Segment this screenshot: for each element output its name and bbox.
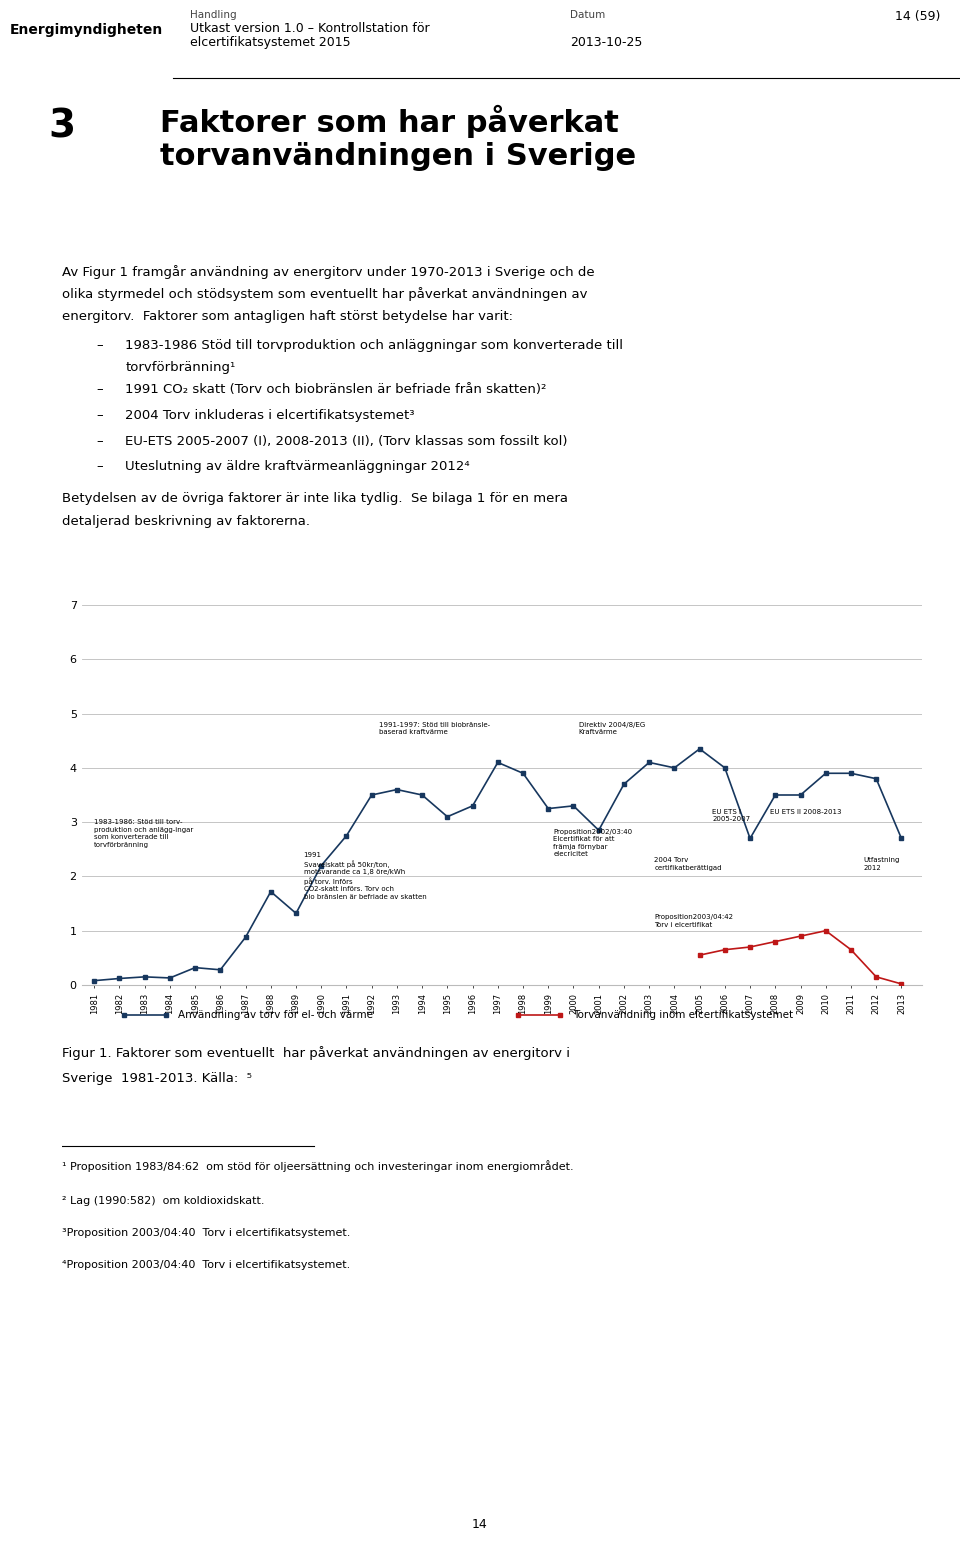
Text: 1991 CO₂ skatt (Torv och biobränslen är befriade från skatten)²: 1991 CO₂ skatt (Torv och biobränslen är …	[126, 383, 547, 397]
Text: ² Lag (1990:582)  om koldioxidskatt.: ² Lag (1990:582) om koldioxidskatt.	[62, 1197, 265, 1206]
Text: ¹ Proposition 1983/84:62  om stöd för oljeersättning och investeringar inom ener: ¹ Proposition 1983/84:62 om stöd för olj…	[62, 1160, 574, 1172]
Text: –: –	[96, 434, 103, 448]
Text: EU ETS I
2005-2007: EU ETS I 2005-2007	[712, 809, 751, 821]
Text: 2013-10-25: 2013-10-25	[570, 36, 642, 49]
Text: 2004 Torv
certifikatberättigad: 2004 Torv certifikatberättigad	[654, 857, 722, 871]
Text: –: –	[96, 383, 103, 397]
Text: –: –	[96, 338, 103, 352]
Text: Sverige  1981-2013. Källa:  ⁵: Sverige 1981-2013. Källa: ⁵	[62, 1072, 252, 1085]
Text: Proposition2002/03:40
Elcertifikat för att
främja förnybar
elecricitet: Proposition2002/03:40 Elcertifikat för a…	[553, 829, 633, 857]
Text: Utfastning
2012: Utfastning 2012	[864, 857, 900, 871]
Text: Datum: Datum	[570, 9, 605, 20]
Text: energitorv.  Faktorer som antagligen haft störst betydelse har varit:: energitorv. Faktorer som antagligen haft…	[62, 310, 514, 323]
Text: EU-ETS 2005-2007 (I), 2008-2013 (II), (Torv klassas som fossilt kol): EU-ETS 2005-2007 (I), 2008-2013 (II), (T…	[126, 434, 568, 448]
Text: Direktiv 2004/8/EG
Kraftvärme: Direktiv 2004/8/EG Kraftvärme	[579, 721, 645, 735]
Text: 1983-1986: Stöd till torv-
produktion och anlägg-ingar
som konverterade till
tor: 1983-1986: Stöd till torv- produktion oc…	[94, 820, 194, 848]
Text: detaljerad beskrivning av faktorerna.: detaljerad beskrivning av faktorerna.	[62, 514, 310, 528]
Text: Figur 1. Faktorer som eventuellt  har påverkat användningen av energitorv i: Figur 1. Faktorer som eventuellt har påv…	[62, 1047, 570, 1061]
Text: Faktorer som har påverkat
torvanvändningen i Sverige: Faktorer som har påverkat torvanvändning…	[160, 105, 636, 171]
Text: 1983-1986 Stöd till torvproduktion och anläggningar som konverterade till: 1983-1986 Stöd till torvproduktion och a…	[126, 338, 623, 352]
Text: 14 (59): 14 (59)	[895, 9, 940, 23]
Text: Torvanvändning inom elcertifikatsystemet: Torvanvändning inom elcertifikatsystemet	[573, 1010, 793, 1021]
Text: Betydelsen av de övriga faktorer är inte lika tydlig.  Se bilaga 1 för en mera: Betydelsen av de övriga faktorer är inte…	[62, 493, 568, 505]
Text: –: –	[96, 409, 103, 422]
Text: Användning av torv för el- och värme: Användning av torv för el- och värme	[179, 1010, 373, 1021]
Text: EU ETS II 2008-2013: EU ETS II 2008-2013	[770, 809, 842, 815]
Text: –: –	[96, 460, 103, 472]
Text: Utkast version 1.0 – Kontrollstation för: Utkast version 1.0 – Kontrollstation för	[190, 22, 430, 36]
Text: 1991
Svavelskatt på 50kr/ton,
motsvarande ca 1,8 öre/kWh
på torv. Införs
CO2-ska: 1991 Svavelskatt på 50kr/ton, motsvarand…	[303, 852, 426, 900]
Text: elcertifikatsystemet 2015: elcertifikatsystemet 2015	[190, 36, 350, 49]
Text: 14: 14	[472, 1518, 488, 1532]
Text: Proposition2003/04:42
Torv i elcertifikat: Proposition2003/04:42 Torv i elcertifika…	[654, 914, 733, 928]
Text: 2004 Torv inkluderas i elcertifikatsystemet³: 2004 Torv inkluderas i elcertifikatsyste…	[126, 409, 415, 422]
Text: Energimyndigheten: Energimyndigheten	[10, 23, 163, 37]
Text: Handling: Handling	[190, 9, 236, 20]
Text: ⁴Proposition 2003/04:40  Torv i elcertifikatsystemet.: ⁴Proposition 2003/04:40 Torv i elcertifi…	[62, 1260, 350, 1271]
Text: torvförbränning¹: torvförbränning¹	[126, 361, 235, 374]
Text: Uteslutning av äldre kraftvärmeanläggningar 2012⁴: Uteslutning av äldre kraftvärmeanläggnin…	[126, 460, 470, 472]
Text: 3: 3	[48, 107, 75, 145]
Text: 1991-1997: Stöd till biobränsle-
baserad kraftvärme: 1991-1997: Stöd till biobränsle- baserad…	[379, 721, 491, 735]
Text: olika styrmedel och stödsystem som eventuellt har påverkat användningen av: olika styrmedel och stödsystem som event…	[62, 287, 588, 301]
Text: ³Proposition 2003/04:40  Torv i elcertifikatsystemet.: ³Proposition 2003/04:40 Torv i elcertifi…	[62, 1227, 350, 1238]
Text: Av Figur 1 framgår användning av energitorv under 1970-2013 i Sverige och de: Av Figur 1 framgår användning av energit…	[62, 266, 595, 279]
